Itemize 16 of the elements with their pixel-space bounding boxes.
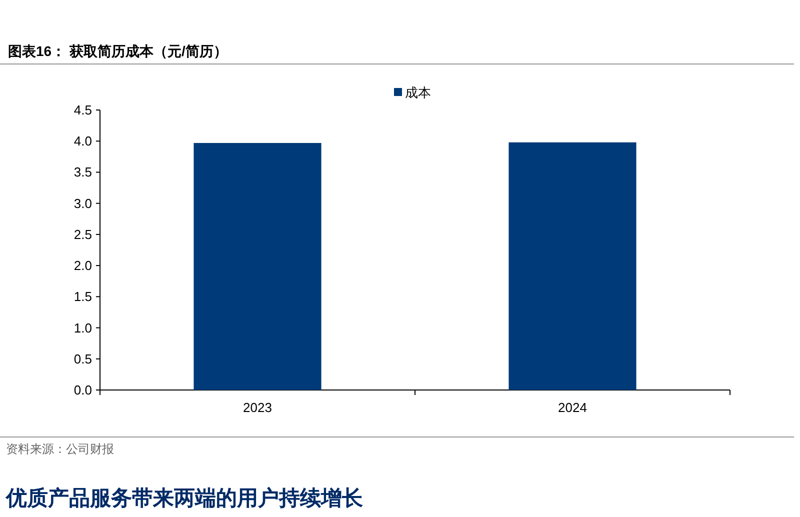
text: 资料来源：公司财报	[6, 442, 114, 456]
y-tick-label: 2.0	[74, 258, 92, 274]
y-tick-label: 3.0	[74, 196, 92, 211]
text: 优质产品服务带来两端的用户持续增长	[5, 485, 364, 510]
chart-title: 图表16： 获取简历成本（元/简历）	[8, 43, 228, 59]
y-tick-label: 1.0	[74, 320, 92, 336]
y-tick-label: 2.5	[74, 226, 92, 242]
y-tick-label: 0.0	[74, 382, 92, 398]
x-tick-label: 2023	[243, 400, 272, 415]
y-tick-label: 4.5	[74, 102, 92, 118]
y-tick-label: 1.5	[74, 289, 92, 304]
y-tick-label: 0.5	[74, 351, 92, 366]
legend-label: 成本	[405, 85, 431, 100]
y-tick-label: 3.5	[74, 164, 92, 180]
y-tick-label: 4.0	[74, 134, 92, 149]
x-tick-label: 2024	[558, 400, 587, 415]
